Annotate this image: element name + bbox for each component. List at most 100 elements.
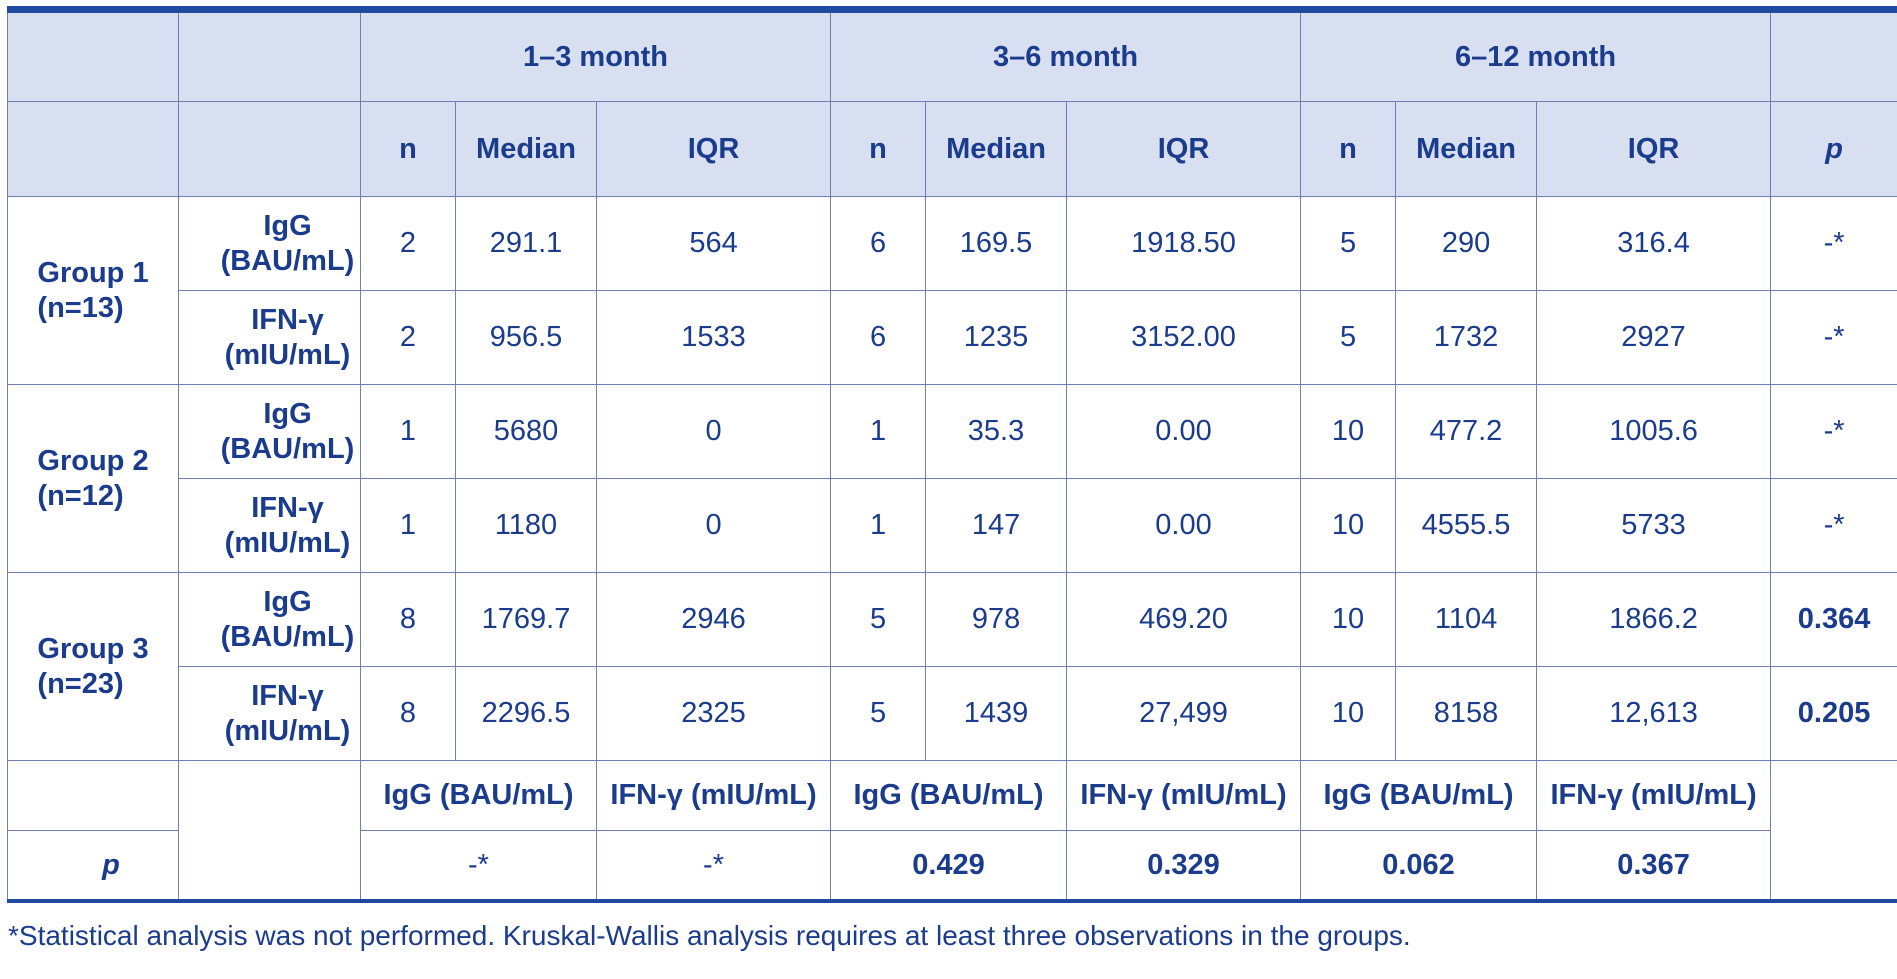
cell-value: 3152.00 (1066, 290, 1302, 385)
cell-value: 0.00 (1066, 384, 1302, 479)
cell-value: 10 (1300, 384, 1397, 479)
cell-value: 564 (595, 196, 832, 291)
cell-value: 1439 (925, 666, 1068, 761)
header-empty-cell (7, 101, 179, 197)
table-row: Group 3 (n=23) IgG (BAU/mL) 8 1769.7 2946 … (7, 572, 1897, 761)
footer-label: IgG (BAU/mL) (830, 760, 1068, 831)
footer-label: IFN-γ (mIU/mL) (1536, 760, 1772, 831)
cell-value: 1 (830, 384, 927, 479)
group-count: (n=12) (37, 479, 124, 512)
cell-value: 5 (1300, 196, 1397, 291)
marker-cell: IFN-γ (mIU/mL) (178, 666, 361, 761)
marker-unit: (BAU/mL) (220, 244, 355, 277)
marker-unit: (BAU/mL) (220, 620, 355, 653)
marker-cell: IFN-γ (mIU/mL) (178, 290, 361, 385)
cell-value: 1235 (925, 290, 1068, 385)
cell-value: 6 (830, 290, 927, 385)
p-value: -* (1770, 478, 1897, 573)
subcol-n: n (830, 101, 927, 197)
cell-value: 5680 (455, 384, 597, 479)
marker-name: IgG (263, 209, 312, 242)
period-header: 3–6 month (830, 9, 1302, 102)
group-name: Group 3 (37, 632, 149, 665)
cell-value: 35.3 (925, 384, 1068, 479)
footer-empty-cell (178, 760, 361, 902)
table-row: Group 2 (n=12) IgG (BAU/mL) 1 5680 0 1 35.… (7, 384, 1897, 573)
cell-value: 1533 (595, 290, 832, 385)
cell-value: 1866.2 (1536, 572, 1772, 667)
group-count: (n=13) (37, 291, 124, 324)
group-label: Group 2 (n=12) (7, 384, 179, 573)
cell-value: 1732 (1395, 290, 1538, 385)
table-row: IFN-γ (mIU/mL) 1 1180 0 1 147 0.00 10 455… (8, 478, 1897, 573)
group-label: Group 3 (n=23) (7, 572, 179, 761)
subcol-iqr: IQR (595, 101, 832, 197)
group-count: (n=23) (37, 667, 124, 700)
marker-name: IFN-γ (251, 491, 324, 524)
cell-value: 5 (1300, 290, 1397, 385)
period-header: 6–12 month (1300, 9, 1772, 102)
marker-cell: IgG (BAU/mL) (178, 572, 361, 667)
subcol-median: Median (925, 101, 1068, 197)
cell-value: 1104 (1395, 572, 1538, 667)
marker-unit: (mIU/mL) (224, 526, 351, 559)
cell-value: 956.5 (455, 290, 597, 385)
cell-value: 8 (360, 666, 456, 761)
header-empty-cell (1770, 9, 1897, 102)
cell-value: 469.20 (1066, 572, 1302, 667)
subcol-p: p (1770, 101, 1897, 197)
cell-value: 27,499 (1066, 666, 1302, 761)
cell-value: 147 (925, 478, 1068, 573)
footer-empty-cell (7, 760, 179, 831)
footer-empty-cell (1770, 760, 1897, 902)
subcol-iqr: IQR (1536, 101, 1772, 197)
header-empty-cell (178, 9, 361, 102)
cell-value: 2946 (595, 572, 832, 667)
marker-name: IFN-γ (251, 679, 324, 712)
cell-value: 1 (830, 478, 927, 573)
marker-unit: (BAU/mL) (220, 432, 355, 465)
cell-value: 2927 (1536, 290, 1772, 385)
cell-value: 1918.50 (1066, 196, 1302, 291)
table-row: IFN-γ (mIU/mL) 2 956.5 1533 6 1235 3152.0… (8, 290, 1897, 385)
footer-p-value: 0.429 (830, 830, 1068, 902)
footer-p-value: -* (595, 830, 832, 902)
footer-p-value: 0.329 (1066, 830, 1302, 902)
cell-value: 291.1 (455, 196, 597, 291)
table-row: Group 1 (n=13) IgG (BAU/mL) 2 291.1 564 6 … (7, 196, 1897, 385)
subcol-median: Median (1395, 101, 1538, 197)
cell-value: 0 (595, 384, 832, 479)
cell-value: 1769.7 (455, 572, 597, 667)
header-empty-cell (178, 101, 361, 197)
footer-label: IgG (BAU/mL) (1300, 760, 1538, 831)
cell-value: 10 (1300, 666, 1397, 761)
marker-name: IgG (263, 397, 312, 430)
group-label: Group 1 (n=13) (7, 196, 179, 385)
cell-value: 978 (925, 572, 1068, 667)
period-header: 1–3 month (359, 9, 832, 102)
marker-name: IFN-γ (251, 303, 324, 336)
p-value: 0.205 (1770, 666, 1897, 761)
marker-cell: IFN-γ (mIU/mL) (178, 478, 361, 573)
subcol-n: n (1300, 101, 1397, 197)
cell-value: 10 (1300, 572, 1397, 667)
cell-value: 5 (830, 666, 927, 761)
marker-unit: (mIU/mL) (224, 338, 351, 371)
cell-value: 12,613 (1536, 666, 1772, 761)
cell-value: 6 (830, 196, 927, 291)
p-value: 0.364 (1770, 572, 1897, 667)
header-row-subcolumns: n Median IQR n Median IQR n Median IQR p (7, 101, 1897, 197)
header-row-periods: 1–3 month 3–6 month 6–12 month (7, 9, 1897, 102)
table-row: IFN-γ (mIU/mL) 8 2296.5 2325 5 1439 27,49… (8, 666, 1897, 761)
footnote: *Statistical analysis was not performed.… (8, 920, 1411, 951)
cell-value: 1 (360, 478, 456, 573)
footer-p-label: p (7, 830, 179, 902)
cell-value: 2 (360, 196, 456, 291)
results-table: 1–3 month 3–6 month 6–12 month n Median … (7, 6, 1897, 903)
cell-value: 1 (360, 384, 456, 479)
subcol-iqr: IQR (1066, 101, 1302, 197)
cell-value: 5 (830, 572, 927, 667)
group-name: Group 1 (37, 256, 149, 289)
cell-value: 10 (1300, 478, 1397, 573)
